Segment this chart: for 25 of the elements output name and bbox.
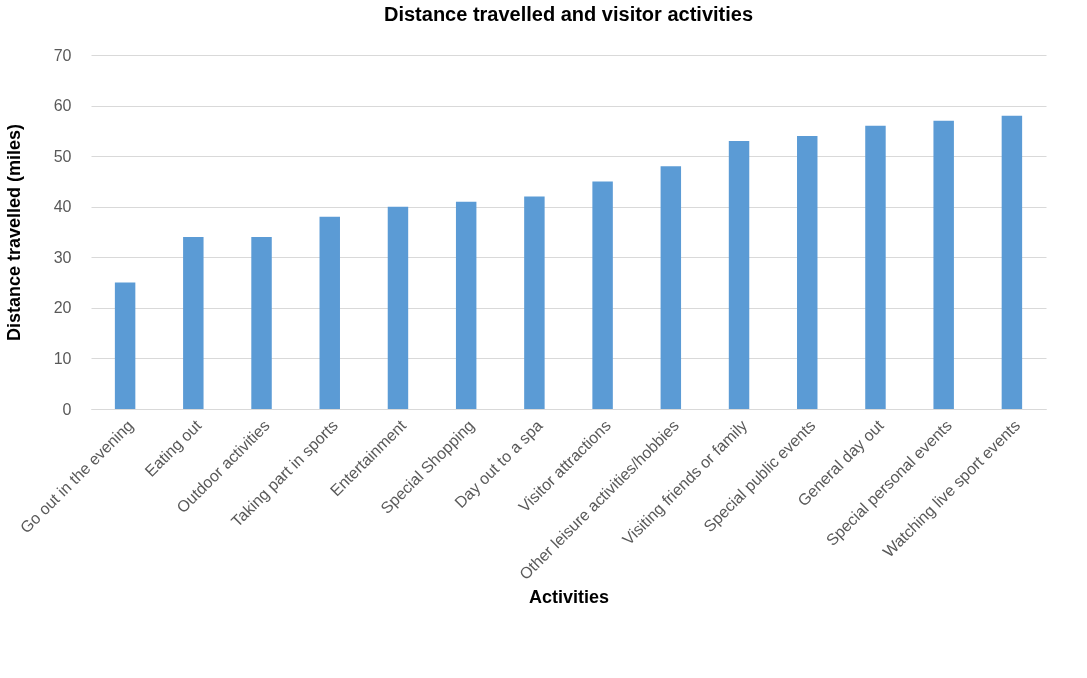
bar: [933, 120, 954, 409]
chart-title: Distance travelled and visitor activities: [383, 3, 754, 25]
bar: [728, 140, 750, 409]
y-tick-label: 40: [53, 198, 72, 216]
bar: [797, 135, 818, 409]
bar: [319, 216, 340, 409]
y-tick-label: 0: [62, 400, 72, 418]
y-tick-label: 60: [53, 97, 72, 115]
y-axis-title: Distance travelled (miles): [3, 123, 24, 342]
bar: [1001, 115, 1023, 409]
bar: [251, 237, 272, 409]
bar: [114, 282, 136, 409]
y-tick-label: 70: [53, 46, 72, 64]
y-tick-label: 10: [53, 349, 72, 367]
bar: [183, 237, 204, 409]
bar: [865, 125, 886, 409]
x-axis-title: Activities: [528, 586, 610, 607]
y-tick-label: 30: [53, 248, 72, 266]
bar: [524, 196, 545, 409]
bar: [660, 166, 682, 409]
bar: [455, 201, 477, 409]
bar: [387, 206, 409, 409]
bar: [592, 181, 613, 409]
y-tick-label: 20: [53, 299, 72, 317]
y-tick-label: 50: [53, 147, 72, 165]
